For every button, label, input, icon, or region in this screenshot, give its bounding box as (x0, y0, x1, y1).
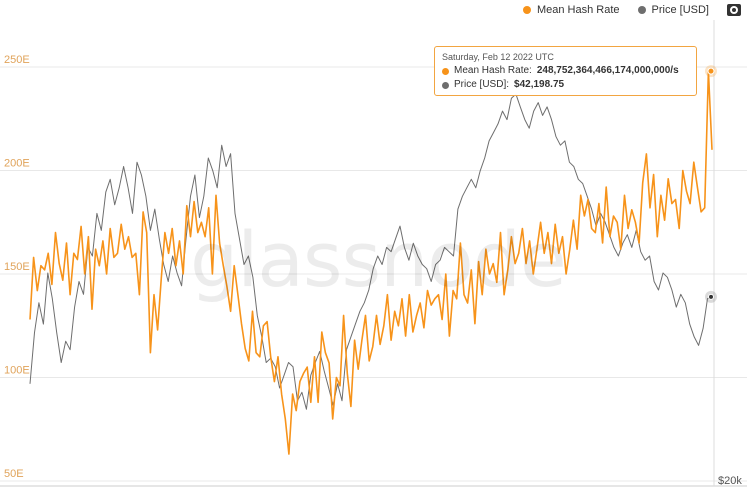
price-line (29, 93, 713, 410)
tooltip-row-hash: Mean Hash Rate: 248,752,364,466,174,000,… (442, 64, 689, 78)
tooltip-price-dot (442, 81, 449, 89)
legend-label-price: Price [USD] (651, 4, 709, 16)
hash-hover-point (707, 67, 715, 75)
hash-rate-line (29, 70, 713, 455)
price-hover-point (708, 293, 714, 300)
legend-item-price[interactable]: Price [USD] (637, 4, 709, 16)
legend-item-hash-rate[interactable]: Mean Hash Rate (522, 4, 620, 16)
tooltip-date: Saturday, Feb 12 2022 UTC (442, 52, 554, 62)
price-series (29, 93, 713, 410)
y-tick-label: 150E (4, 261, 30, 273)
tooltip-row-price: Price [USD]: $42,198.75 (442, 78, 689, 92)
tooltip-price-value: $42,198.75 (514, 79, 565, 90)
tooltip-hash-label: Mean Hash Rate: (454, 65, 532, 76)
y-tick-label: 100E (4, 365, 30, 377)
hash-rate-series (29, 70, 713, 455)
tooltip-price-label: Price [USD]: (454, 79, 510, 90)
legend-label-hash-rate: Mean Hash Rate (536, 4, 620, 16)
legend: Mean Hash Rate Price [USD] (522, 4, 709, 16)
tooltip-hash-value: 248,752,364,466,174,000,000/s (536, 65, 679, 76)
tooltip-hash-dot (442, 67, 449, 75)
y-axis-left: 50E 100E 150E 200E 250E $20k (4, 54, 742, 487)
y-tick-label: 250E (4, 54, 30, 66)
price-legend-dot (637, 6, 646, 14)
y-tick-label: 50E (4, 468, 24, 480)
y-tick-label: 200E (4, 158, 30, 170)
hash-rate-legend-dot (522, 6, 531, 14)
right-tick-label: $20k (718, 475, 742, 487)
tooltip: Saturday, Feb 12 2022 UTC Mean Hash Rate… (434, 46, 697, 96)
camera-icon[interactable] (727, 4, 741, 16)
hover-markers (705, 65, 717, 303)
